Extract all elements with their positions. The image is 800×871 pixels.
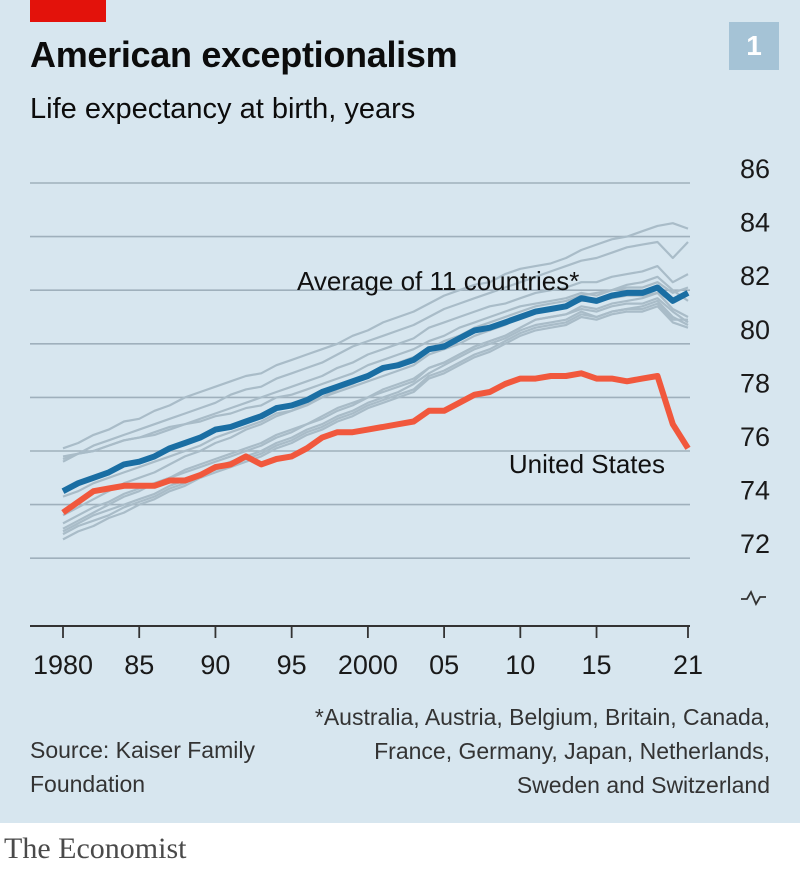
y-tick-label-78: 78 [740,368,770,398]
x-tick-label-2021: 21 [673,650,703,680]
country-line-6 [62,275,689,517]
country-line-9 [62,299,689,533]
x-axis: 1980 85 90 95 2000 05 10 15 21 [30,625,703,680]
y-tick-label-74: 74 [740,476,770,506]
x-tick-label-2005: 05 [429,650,459,680]
chart-subtitle: Life expectancy at birth, years [30,93,416,125]
country-line-10 [62,302,688,536]
x-tick-label-1995: 95 [277,650,307,680]
x-tick-label-1980: 1980 [33,650,93,680]
x-tick-label-1985: 85 [124,650,154,680]
country-line-4 [62,281,689,458]
publisher-wordmark: The Economist [4,832,187,865]
y-tick-label-80: 80 [740,315,770,345]
average-series-label: Average of 11 countries* [297,266,579,296]
y-tick-label-72: 72 [740,529,770,559]
country-line-1 [62,222,689,450]
x-tick-label-2010: 10 [505,650,535,680]
y-tick-label-76: 76 [740,422,770,452]
chart-number-badge: 1 [729,22,779,70]
x-tick-label-2000: 2000 [338,650,398,680]
average-line [61,284,690,494]
y-tick-label-82: 82 [740,261,770,291]
united-states-line [61,370,691,516]
united-states-series-label: United States [509,449,665,479]
y-tick-label-86: 86 [740,154,770,184]
country-line-2 [62,240,689,463]
y-axis-tick-labels: 72 74 76 78 80 82 84 86 [740,154,770,607]
axis-break-icon [741,589,766,607]
source-note: Source: Kaiser Family Foundation [30,737,255,797]
chart-title: American exceptionalism [30,34,458,75]
x-tick-label-2015: 15 [582,650,612,680]
y-tick-label-84: 84 [740,208,770,238]
country-line-3 [62,265,689,461]
highlighted-lines [61,284,691,516]
x-tick-label-1990: 90 [200,650,230,680]
brand-red-tag [30,0,106,22]
footnote: *Australia, Austria, Belgium, Britain, C… [314,704,770,798]
series-labels: Average of 11 countries* United States [297,266,665,479]
country-line-8 [62,297,689,530]
country-line-11 [62,305,689,541]
